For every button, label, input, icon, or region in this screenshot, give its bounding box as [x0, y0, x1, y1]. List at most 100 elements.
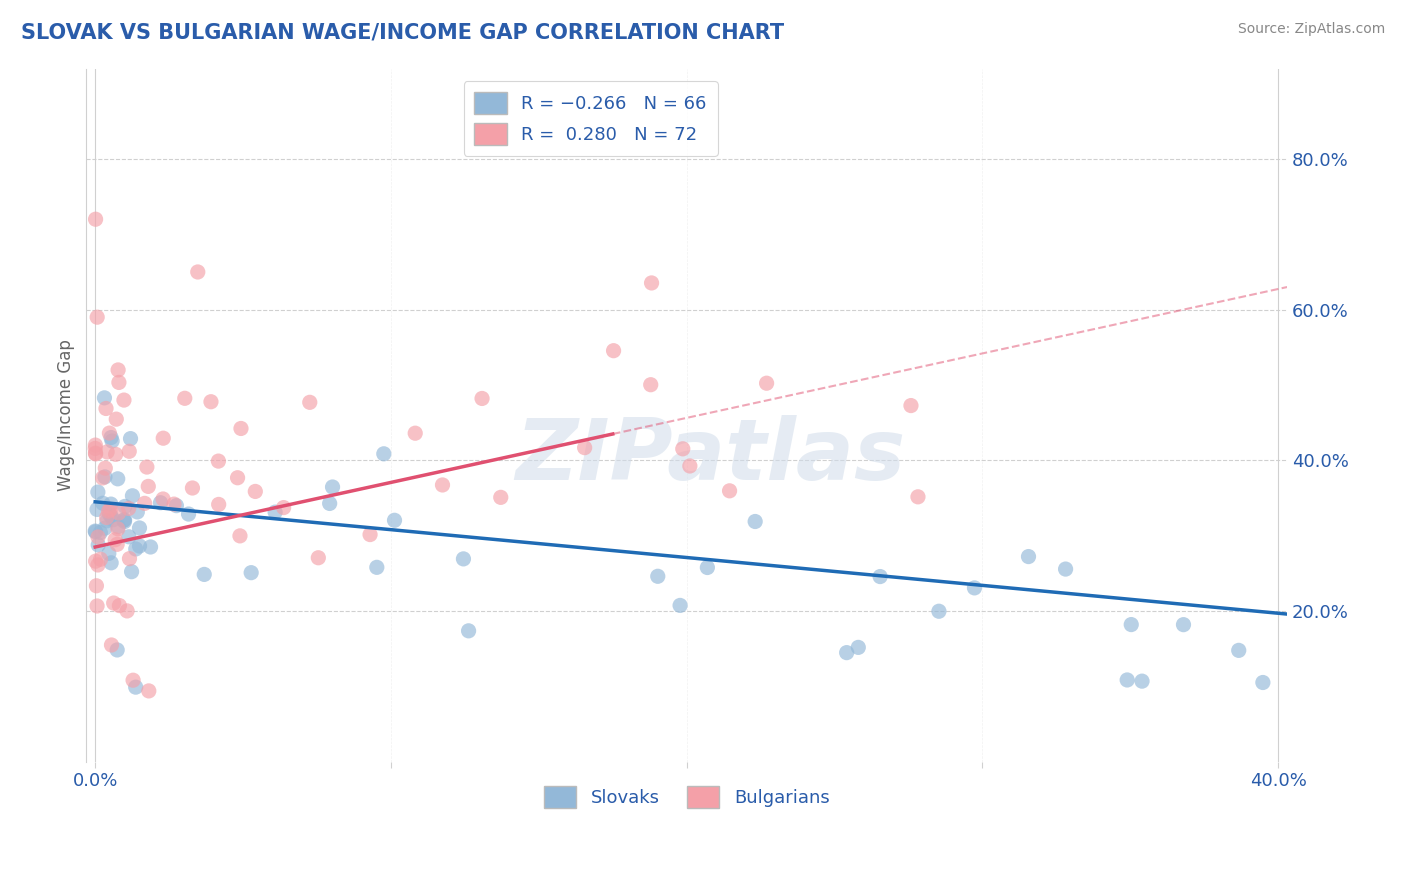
Point [100, 556, 122, 570]
Point [96, 510, 118, 524]
Point [1251, 675, 1274, 690]
Point [672, 442, 695, 456]
Point [136, 479, 159, 493]
Point [97, 546, 120, 560]
Point [755, 376, 778, 391]
Point [373, 447, 395, 461]
Point [240, 566, 263, 580]
Point [112, 513, 135, 527]
Point [1054, 562, 1077, 576]
Point [84, 524, 107, 538]
Text: ZIPatlas: ZIPatlas [516, 416, 905, 499]
Point [149, 496, 172, 510]
Point [127, 505, 149, 519]
Point [177, 507, 200, 521]
Point [432, 478, 454, 492]
Point [101, 434, 124, 448]
Point [84, 447, 107, 461]
Point [384, 513, 406, 527]
Point [900, 399, 922, 413]
Point [98, 426, 121, 441]
Point [489, 491, 512, 505]
Point [114, 513, 136, 527]
Point [91, 471, 114, 485]
Point [453, 552, 475, 566]
Point [114, 515, 136, 529]
Point [87, 558, 110, 572]
Point [108, 376, 131, 390]
Point [669, 599, 692, 613]
Point [98, 502, 121, 516]
Point [273, 500, 295, 515]
Point [94, 470, 117, 484]
Point [96, 445, 118, 459]
Point [139, 540, 162, 554]
Point [963, 581, 986, 595]
Point [264, 505, 287, 519]
Point [152, 431, 174, 445]
Point [307, 550, 329, 565]
Point [118, 551, 141, 566]
Point [229, 421, 252, 435]
Point [91, 496, 114, 510]
Point [574, 441, 596, 455]
Point [100, 497, 122, 511]
Point [322, 480, 344, 494]
Point [640, 377, 662, 392]
Point [87, 538, 110, 552]
Point [118, 444, 141, 458]
Point [696, 560, 718, 574]
Point [86, 599, 108, 613]
Point [84, 212, 107, 227]
Point [298, 395, 321, 409]
Point [105, 412, 128, 426]
Point [107, 472, 129, 486]
Point [226, 471, 249, 485]
Point [152, 491, 174, 506]
Point [122, 673, 145, 688]
Point [640, 276, 662, 290]
Point [471, 392, 494, 406]
Point [128, 521, 150, 535]
Point [84, 524, 107, 539]
Point [98, 508, 121, 522]
Point [173, 392, 195, 406]
Point [87, 485, 110, 500]
Point [718, 483, 741, 498]
Point [457, 624, 479, 638]
Point [181, 481, 204, 495]
Point [118, 501, 141, 516]
Text: SLOVAK VS BULGARIAN WAGE/INCOME GAP CORRELATION CHART: SLOVAK VS BULGARIAN WAGE/INCOME GAP CORR… [21, 22, 785, 42]
Point [125, 680, 148, 694]
Point [193, 567, 215, 582]
Point [1130, 674, 1153, 689]
Point [366, 560, 388, 574]
Point [100, 431, 122, 445]
Point [112, 393, 135, 408]
Point [907, 490, 929, 504]
Point [200, 394, 222, 409]
Y-axis label: Wage/Income Gap: Wage/Income Gap [58, 339, 75, 491]
Point [245, 484, 267, 499]
Point [108, 599, 131, 613]
Point [120, 432, 142, 446]
Point [105, 643, 128, 657]
Point [928, 604, 950, 618]
Point [846, 640, 869, 655]
Point [84, 554, 107, 568]
Point [121, 565, 143, 579]
Point [114, 500, 136, 514]
Point [134, 496, 156, 510]
Point [86, 502, 108, 516]
Point [128, 539, 150, 553]
Point [125, 541, 148, 556]
Point [97, 504, 120, 518]
Point [89, 525, 111, 540]
Point [118, 530, 141, 544]
Point [100, 638, 122, 652]
Point [104, 447, 127, 461]
Point [107, 363, 129, 377]
Point [135, 460, 157, 475]
Point [101, 513, 124, 527]
Point [602, 343, 624, 358]
